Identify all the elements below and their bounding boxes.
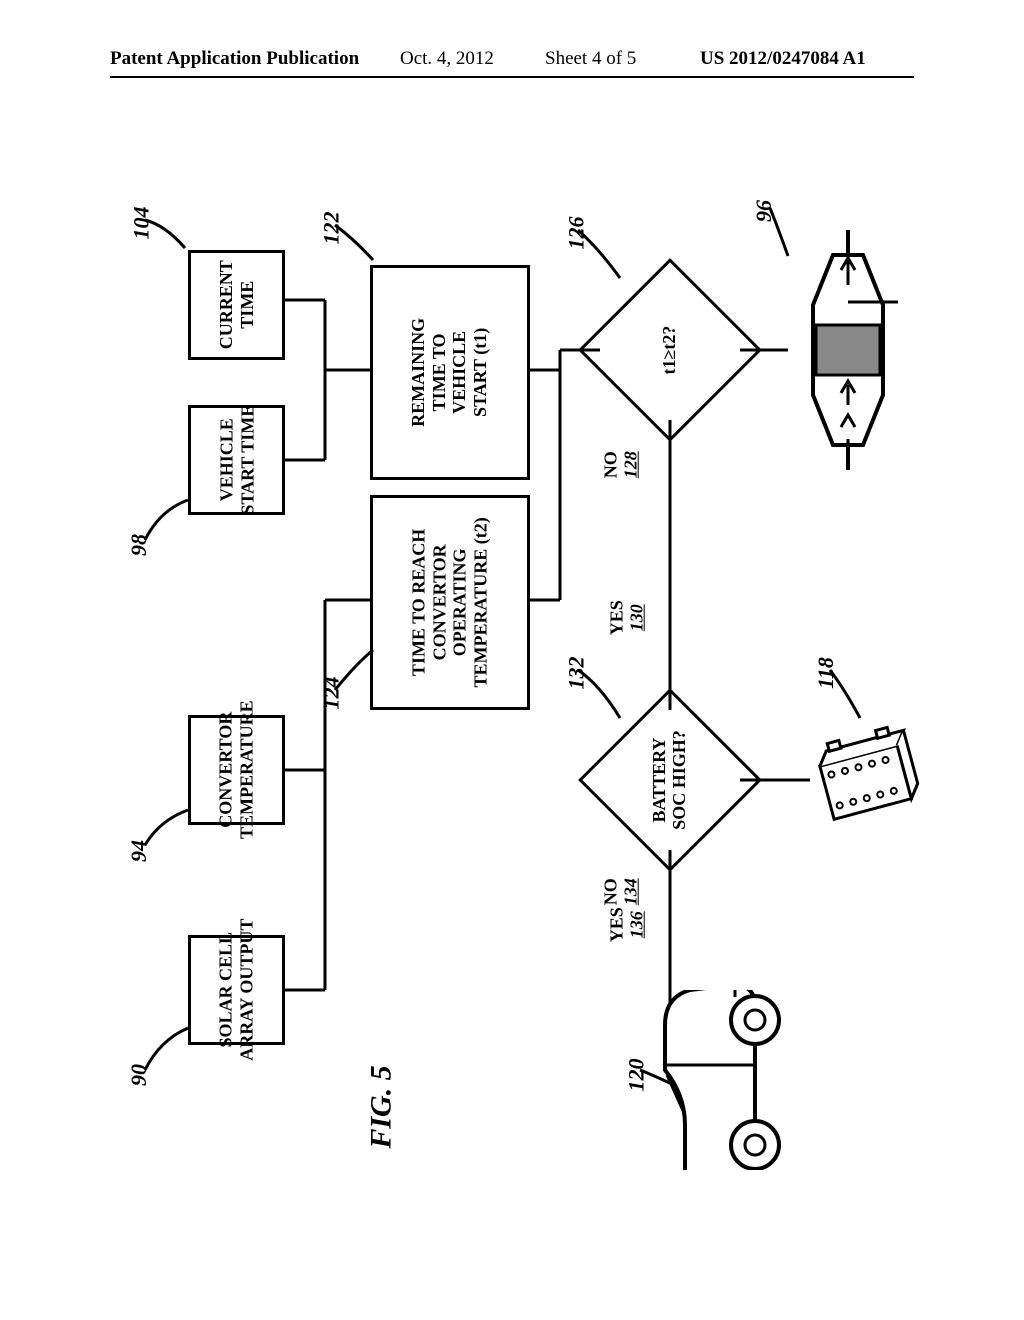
box-solar-output-label: SOLAR CELL ARRAY OUTPUT [216,919,257,1061]
page: Patent Application Publication Oct. 4, 2… [0,0,1024,1320]
box-remaining-time: REMAINING TIME TO VEHICLE START (t1) [370,265,530,480]
branch-d2-yes: YES 136 [608,907,648,942]
branch-d2-yes-text: YES [608,907,628,942]
ref-134: 134 [622,878,642,905]
box-remaining-time-label: REMAINING TIME TO VEHICLE START (t1) [409,318,492,427]
ref-132: 132 [564,657,590,690]
ref-122: 122 [319,212,345,245]
ref-120: 120 [624,1059,650,1092]
branch-d2-no-text: NO [602,878,622,905]
decision-battery-soc: BATTERY SOC HIGH? [605,715,735,845]
box-current-time-label: CURRENT TIME [216,260,257,349]
ref-118: 118 [813,657,839,689]
decision-t1-t2-label: t1≥t2? [605,285,735,415]
branch-d1-no: NO 128 [602,451,642,478]
header-sheet: Sheet 4 of 5 [545,48,636,70]
box-time-to-reach-label: TIME TO REACH CONVERTOR OPERATING TEMPER… [409,517,492,687]
ref-98: 98 [126,534,152,556]
ref-90: 90 [126,1064,152,1086]
ref-124: 124 [319,677,345,710]
decision-battery-soc-label: BATTERY SOC HIGH? [605,715,735,845]
header-rule [110,76,914,78]
branch-d1-no-text: NO [602,451,622,478]
ref-136: 136 [628,907,648,942]
decision-t1-t2: t1≥t2? [605,285,735,415]
battery-icon [810,720,920,840]
ref-104: 104 [129,207,155,240]
box-time-to-reach: TIME TO REACH CONVERTOR OPERATING TEMPER… [370,495,530,710]
branch-d2-no: NO 134 [602,878,642,905]
flowchart: CURRENT TIME 104 VEHICLE START TIME 98 C… [110,170,914,1190]
header-publication-type: Patent Application Publication [110,48,359,70]
header-publication-no: US 2012/0247084 A1 [700,48,866,70]
box-current-time: CURRENT TIME [188,250,285,360]
box-solar-output: SOLAR CELL ARRAY OUTPUT [188,935,285,1045]
branch-d1-yes: YES 130 [608,600,648,635]
box-convertor-temp: CONVERTOR TEMPERATURE [188,715,285,825]
vehicle-icon [540,990,910,1170]
figure-label: FIG. 5 [365,1065,399,1148]
header-date: Oct. 4, 2012 [400,48,494,70]
box-convertor-temp-label: CONVERTOR TEMPERATURE [216,701,257,840]
ref-130: 130 [628,600,648,635]
ref-128: 128 [622,451,642,478]
branch-d1-yes-text: YES [608,600,628,635]
catalytic-converter-icon [788,230,908,470]
box-vehicle-start-label: VEHICLE START TIME [216,405,257,515]
ref-126: 126 [564,217,590,250]
box-vehicle-start-time: VEHICLE START TIME [188,405,285,515]
ref-96: 96 [751,200,777,222]
ref-94: 94 [126,840,152,862]
